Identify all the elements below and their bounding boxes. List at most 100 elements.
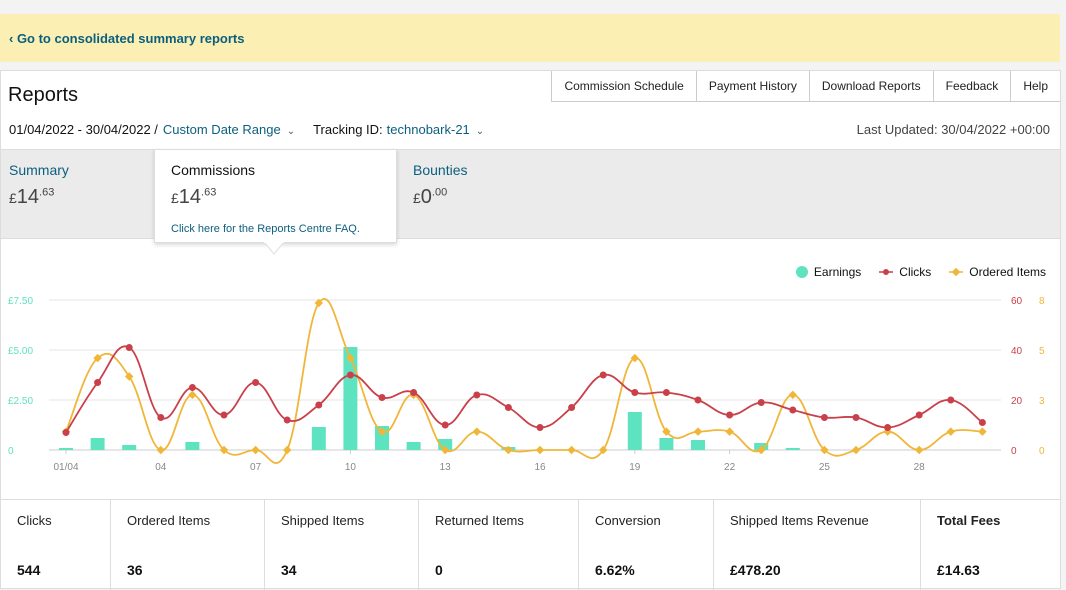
earnings-bar [343, 347, 358, 450]
clicks-point [536, 424, 544, 431]
currency-symbol: £ [9, 190, 17, 206]
ordered-items-point [598, 445, 608, 455]
tab-feedback[interactable]: Feedback [934, 71, 1012, 101]
clicks-point [947, 396, 955, 404]
clicks-point [631, 389, 639, 396]
bounties-card[interactable]: Bounties £0.00 [413, 150, 467, 209]
top-tabs: Commission Schedule Payment History Down… [551, 71, 1060, 102]
commissions-popover: Commissions £14.63 Click here for the Re… [154, 149, 397, 243]
ordered-items-point [725, 427, 734, 436]
clicks-point [789, 406, 797, 414]
earnings-bar [59, 448, 73, 450]
legend-ordered-items[interactable]: Ordered Items [949, 265, 1046, 279]
commissions-minor: .63 [201, 186, 217, 199]
page-title: Reports [8, 84, 79, 106]
stats-row: Clicks 544 Ordered Items 36 Shipped Item… [1, 499, 1060, 590]
earnings-bar [185, 442, 200, 450]
clicks-point [852, 414, 860, 421]
summary-major: 14 [16, 186, 40, 208]
clicks-point [915, 411, 923, 419]
x-tick-label: 01/04 [53, 462, 78, 473]
stat-value: 6.62% [595, 562, 635, 578]
clicks-point [757, 399, 765, 406]
clicks-point [978, 419, 986, 426]
clicks-point [504, 404, 512, 411]
earnings-bar [90, 438, 105, 450]
ordered-items-point [788, 390, 798, 400]
legend-earnings[interactable]: Earnings [795, 265, 862, 279]
clicks-point [62, 429, 70, 436]
clicks-point [220, 411, 228, 419]
currency-symbol: £ [171, 190, 179, 206]
ordered-items-point [440, 445, 450, 455]
y-tick-label-clicks: 0 [1011, 446, 1017, 457]
tab-commission-schedule[interactable]: Commission Schedule [552, 71, 697, 101]
earnings-bar [122, 445, 137, 450]
ordered-items-point [978, 427, 987, 436]
y-tick-label-ordered: 5 [1039, 346, 1045, 357]
ordered-items-point [219, 445, 229, 455]
y-tick-label-ordered: 0 [1039, 446, 1045, 457]
stat-returned-items: Returned Items 0 [419, 500, 579, 590]
clicks-point [726, 411, 734, 419]
tab-download-reports[interactable]: Download Reports [810, 71, 934, 101]
stat-label: Shipped Items [281, 513, 365, 528]
chart-svg: £7.50 £5.00 £2.50 0 60 40 20 0 8 5 3 0 01/04 04 07 10 13… [8, 296, 1045, 473]
summary-minor: .63 [39, 186, 55, 199]
ordered-items-point [693, 427, 703, 436]
reports-faq-link[interactable]: Click here for the Reports Centre FAQ. [171, 223, 360, 235]
ordered-items-point [630, 353, 640, 363]
clicks-point [694, 396, 702, 404]
summary-label[interactable]: Summary [9, 162, 69, 178]
stat-value: £14.63 [937, 562, 980, 578]
popover-pointer-icon [264, 242, 284, 255]
commissions-label: Commissions [171, 162, 256, 178]
stat-value: 34 [281, 562, 297, 578]
legend-earnings-label: Earnings [813, 265, 862, 279]
stat-value: 36 [127, 562, 143, 578]
x-tick-label: 07 [250, 462, 262, 473]
ordered-items-point [251, 445, 260, 455]
stat-label: Shipped Items Revenue [730, 513, 869, 528]
bounties-minor: .00 [431, 186, 448, 199]
clicks-point [473, 391, 481, 399]
clicks-point [315, 401, 323, 409]
legend-clicks[interactable]: Clicks [879, 265, 931, 279]
earnings-legend-icon [795, 266, 808, 278]
stat-value: £478.20 [730, 562, 781, 578]
y-tick-label-earnings: £5.00 [8, 346, 33, 357]
legend-ordered-label: Ordered Items [969, 265, 1046, 279]
custom-date-range-dropdown[interactable]: Custom Date Range ⌄ [163, 122, 295, 137]
clicks-point [125, 344, 133, 351]
y-tick-label-ordered: 8 [1039, 296, 1045, 307]
filter-bar: 01/04/2022 - 30/04/2022 / Custom Date Ra… [9, 122, 484, 137]
earnings-bar [438, 439, 453, 450]
stat-value: 544 [17, 562, 41, 578]
clicks-point [599, 371, 607, 379]
summary-card[interactable]: Summary £14.63 [9, 150, 69, 209]
clicks-point [662, 389, 670, 396]
y-tick-label-clicks: 20 [1011, 396, 1023, 407]
stat-ordered-items: Ordered Items 36 [111, 500, 265, 590]
stat-total-fees: Total Fees £14.63 [921, 500, 1060, 590]
x-tick-label: 04 [155, 462, 167, 473]
ordered-items-point [567, 445, 576, 455]
ordered-items-point [946, 427, 956, 436]
bounties-label[interactable]: Bounties [413, 162, 468, 178]
back-to-consolidated-link[interactable]: ‹ Go to consolidated summary reports [9, 30, 245, 46]
y-tick-label-earnings: 0 [8, 446, 14, 457]
stat-shipped-revenue: Shipped Items Revenue £478.20 [714, 500, 921, 590]
chevron-down-icon: ⌄ [286, 126, 296, 137]
clicks-point [94, 379, 102, 386]
custom-date-range-label: Custom Date Range [162, 122, 281, 137]
y-tick-label-clicks: 60 [1011, 296, 1023, 307]
clicks-line [65, 345, 983, 433]
stat-shipped-items: Shipped Items 34 [265, 500, 419, 590]
clicks-point [252, 379, 260, 386]
tracking-id-dropdown[interactable]: technobark-21 ⌄ [387, 122, 485, 137]
tab-payment-history[interactable]: Payment History [697, 71, 810, 101]
ordered-items-point [472, 427, 482, 436]
tab-help[interactable]: Help [1023, 79, 1048, 93]
performance-chart: Earnings Clicks Ordered Items £7.50 £5.00… [1, 257, 1060, 497]
tracking-id-value: technobark-21 [386, 122, 470, 137]
